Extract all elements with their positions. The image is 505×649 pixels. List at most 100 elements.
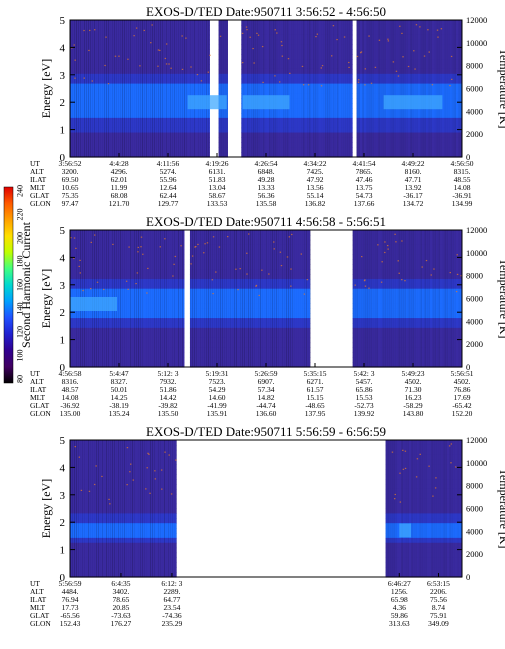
noise-dot [103, 288, 105, 291]
spectrum-streak [88, 20, 89, 157]
noise-dot [401, 240, 403, 242]
spectrum-streak [442, 230, 444, 367]
spectrum-cell [70, 537, 177, 544]
spectrum-streak [245, 230, 247, 367]
spectrum-streak [263, 20, 265, 157]
spectrum-streak [152, 20, 153, 157]
spectrum-streak [414, 230, 416, 367]
spectrum-cell [385, 572, 462, 578]
spectrum-streak [439, 440, 441, 577]
spectrum-streak [80, 20, 81, 157]
ephemeris-row-label: GLON [30, 619, 51, 628]
noise-dot [448, 445, 451, 447]
spectrum-streak [299, 20, 300, 157]
ephemeris-value: 59.86 [391, 611, 408, 620]
spectrum-cell [70, 288, 185, 295]
noise-dot [354, 284, 356, 286]
colorbar-tick-label: 220 [16, 209, 25, 221]
spectrum-streak [281, 230, 283, 367]
noise-dot [147, 452, 149, 454]
spectrum-streak [164, 20, 165, 157]
ephemeris-value: 6:46:27 [388, 579, 411, 588]
ephemeris-value: -39.82 [158, 401, 178, 410]
spectrum-streak [247, 230, 249, 367]
spectrum-cell [356, 20, 462, 26]
ephemeris-value: 5:4:47 [109, 369, 128, 378]
spectrum-streak [124, 20, 125, 157]
spectrum-cell [241, 24, 353, 31]
ephemeris-row-label: MLT [30, 183, 46, 192]
noise-dot [136, 272, 139, 274]
spectrum-cell [70, 547, 177, 554]
noise-dot [137, 246, 139, 249]
ephemeris-row-label: ALT [30, 587, 44, 596]
spectrum-streak [454, 20, 456, 157]
spectrum-streak [392, 230, 394, 367]
spectrum-streak [180, 230, 181, 367]
spectrum-streak [241, 230, 243, 367]
spectrum-cell [385, 547, 462, 554]
noise-dot [135, 282, 137, 285]
spectrum-streak [398, 20, 400, 157]
spectrum-cell [218, 34, 228, 41]
spectrum-streak [168, 440, 169, 577]
spectrum-streak [457, 20, 458, 157]
noise-dot [404, 450, 407, 452]
noise-dot [427, 29, 429, 31]
ephemeris-value: -58.29 [403, 401, 423, 410]
spectrum-cell [70, 137, 210, 143]
spectrum-cell [189, 342, 311, 349]
ephemeris-value: 135.00 [60, 409, 81, 418]
y-tick-label: 5 [60, 15, 66, 27]
noise-dot [419, 26, 421, 28]
colorbar-label: Second Harmonic Current [19, 221, 33, 348]
noise-dot [364, 285, 367, 287]
noise-dot [273, 248, 275, 250]
spectrum-streak [372, 20, 374, 157]
spectrum-streak [347, 20, 349, 157]
spectrum-streak [349, 20, 351, 157]
spectrum-streak [76, 20, 77, 157]
ephemeris-value: 16.23 [405, 393, 422, 402]
spectrum-cell [241, 122, 353, 129]
spectrum-streak [100, 20, 101, 157]
spectrum-cell [70, 83, 210, 90]
spectrum-cell [352, 347, 462, 353]
spectrum-streak [241, 20, 243, 157]
noise-dot [281, 44, 283, 47]
spectrum-cell [385, 503, 462, 510]
spectrum-cell [385, 528, 462, 534]
spectrum-streak [146, 20, 147, 157]
noise-dot [164, 238, 166, 240]
ephemeris-value: 69.50 [62, 175, 79, 184]
noise-dot [256, 32, 258, 34]
spectrum-cell [70, 572, 177, 578]
spectrum-streak [454, 230, 456, 367]
ephemeris-value: 51.83 [209, 175, 226, 184]
spectrum-streak [142, 20, 143, 157]
spectrum-cell [70, 269, 185, 275]
noise-dot [74, 446, 76, 448]
spectrum-cell [70, 440, 177, 446]
spectrum-cell [352, 337, 462, 344]
spectrum-cell [218, 68, 228, 75]
spectrum-cell [218, 108, 228, 114]
spectrum-streak [402, 20, 404, 157]
ephemeris-value: 54.29 [209, 385, 226, 394]
spectrum-cell [218, 64, 228, 70]
spectrum-streak [396, 20, 398, 157]
ephemeris-value: 14.82 [258, 393, 275, 402]
spectrum-streak [333, 20, 335, 157]
spectrum-streak [279, 20, 280, 157]
spectrum-streak [305, 230, 307, 367]
spectrum-cell [189, 254, 311, 260]
spectrum-streak [168, 20, 169, 157]
y-tick-label: 5 [60, 225, 66, 237]
spectrum-cell [189, 278, 311, 285]
noise-dot [276, 32, 278, 34]
noise-dot [73, 257, 75, 259]
spectrum-streak [287, 230, 289, 367]
ephemeris-value: 14.08 [454, 183, 471, 192]
spectrum-streak [178, 20, 179, 157]
bright-band [70, 296, 118, 311]
